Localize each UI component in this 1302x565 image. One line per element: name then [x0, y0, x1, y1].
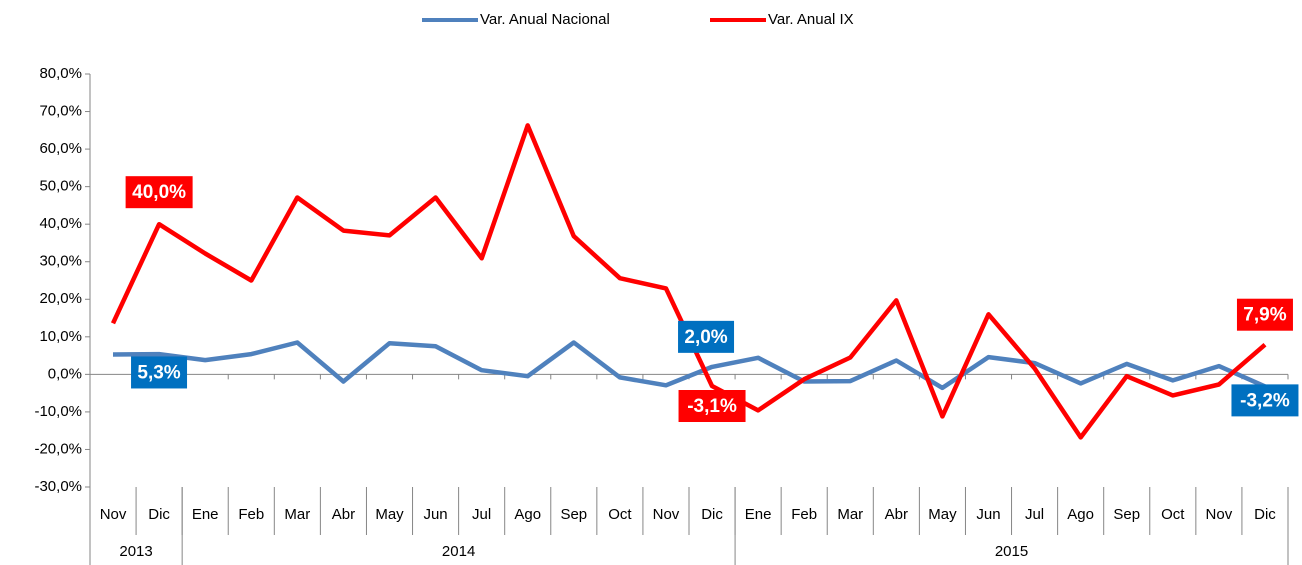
- y-tick-label: -10,0%: [34, 403, 82, 420]
- x-tick-label: Jun: [976, 506, 1000, 523]
- x-tick-label: Ago: [1067, 506, 1094, 523]
- x-tick-label: May: [928, 506, 957, 523]
- x-tick-label: Feb: [791, 506, 817, 523]
- y-tick-label: 60,0%: [39, 140, 82, 157]
- x-tick-label: Ago: [514, 506, 541, 523]
- x-tick-label: Sep: [1113, 506, 1140, 523]
- x-tick-label: Mar: [837, 506, 863, 523]
- x-tick-label: Nov: [653, 506, 680, 523]
- x-tick-label: Oct: [1161, 506, 1185, 523]
- data-label: -3,1%: [687, 396, 737, 417]
- y-tick-label: -20,0%: [34, 440, 82, 457]
- data-label-box: [678, 320, 735, 353]
- legend-label: Var. Anual IX: [768, 11, 854, 28]
- data-label: 5,3%: [137, 362, 180, 383]
- group-label: 2013: [119, 543, 152, 560]
- group-label: 2015: [995, 543, 1028, 560]
- y-tick-label: 0,0%: [48, 365, 82, 382]
- data-label-box: [678, 390, 746, 423]
- x-tick-label: Dic: [1254, 506, 1276, 523]
- x-tick-label: Ene: [745, 506, 772, 523]
- y-tick-label: 10,0%: [39, 328, 82, 345]
- x-tick-label: Nov: [100, 506, 127, 523]
- data-label: 7,9%: [1243, 305, 1286, 326]
- y-tick-label: 30,0%: [39, 253, 82, 270]
- y-tick-label: 20,0%: [39, 290, 82, 307]
- data-label: 2,0%: [684, 327, 727, 348]
- legend-label: Var. Anual Nacional: [480, 11, 610, 28]
- data-label-box: [131, 356, 188, 389]
- x-tick-label: Abr: [332, 506, 355, 523]
- x-tick-label: Abr: [885, 506, 908, 523]
- data-label: -3,2%: [1240, 390, 1290, 411]
- x-tick-label: Ene: [192, 506, 219, 523]
- y-tick-label: 70,0%: [39, 103, 82, 120]
- series-line: [112, 340, 1266, 391]
- y-tick-label: 50,0%: [39, 178, 82, 195]
- x-tick-label: Feb: [238, 506, 264, 523]
- data-label-box: [1236, 298, 1293, 331]
- x-tick-label: Mar: [284, 506, 310, 523]
- x-tick-label: Jul: [1025, 506, 1044, 523]
- data-label: 40,0%: [132, 182, 186, 203]
- group-label: 2014: [442, 543, 475, 560]
- x-tick-label: Oct: [608, 506, 632, 523]
- data-label-box: [125, 176, 193, 209]
- x-tick-label: Nov: [1206, 506, 1233, 523]
- y-tick-label: 40,0%: [39, 215, 82, 232]
- data-label-box: [1231, 384, 1299, 417]
- x-tick-label: Jun: [423, 506, 447, 523]
- x-tick-label: Dic: [701, 506, 723, 523]
- x-tick-label: Dic: [148, 506, 170, 523]
- x-tick-label: May: [375, 506, 404, 523]
- y-tick-label: -30,0%: [34, 478, 82, 495]
- x-tick-label: Jul: [472, 506, 491, 523]
- y-tick-label: 80,0%: [39, 65, 82, 82]
- x-tick-label: Sep: [560, 506, 587, 523]
